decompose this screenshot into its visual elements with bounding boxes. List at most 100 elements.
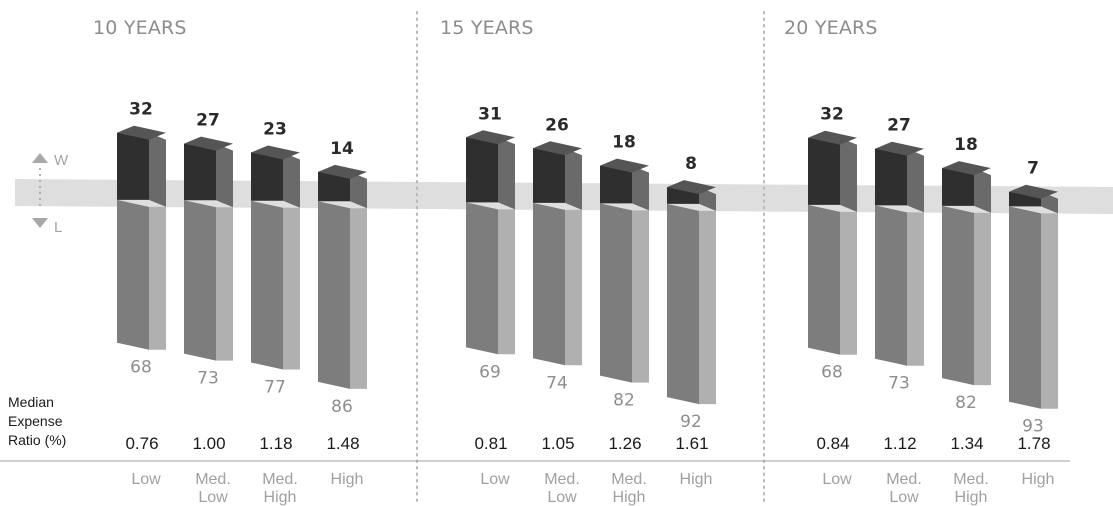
loss-bar-side	[1041, 213, 1058, 409]
category-label: Med.	[953, 471, 989, 488]
panel-title: 20 YEARS	[784, 17, 878, 39]
loss-value-label: 77	[264, 378, 286, 398]
loss-bar-front	[808, 204, 840, 355]
win-bar-top	[1009, 184, 1058, 199]
loss-bar-front	[942, 205, 974, 386]
win-value-label: 14	[330, 139, 354, 159]
win-bar-front	[600, 165, 632, 204]
expense-ratio-value: 1.26	[608, 434, 641, 453]
loss-bar-front	[667, 203, 699, 405]
expense-ratio-value: 1.12	[883, 434, 916, 453]
loss-bar-side	[632, 210, 649, 383]
loss-bar-front	[1009, 206, 1041, 409]
win-bar-side	[974, 168, 991, 213]
loss-bar-side	[699, 210, 716, 405]
category-label: High	[264, 489, 297, 506]
bar-series	[117, 125, 1058, 409]
win-value-label: 23	[263, 120, 287, 140]
win-bar-front	[184, 143, 216, 201]
win-bar-top	[117, 125, 166, 140]
category-label: Low	[131, 471, 161, 488]
category-label: Med.	[886, 471, 922, 488]
panel-title: 15 YEARS	[440, 17, 534, 39]
category-label: High	[955, 489, 988, 506]
win-bar-front	[533, 148, 565, 203]
loss-bar-side	[840, 211, 857, 355]
loss-bar-side	[498, 209, 515, 355]
category-label: Low	[480, 471, 510, 488]
win-value-label: 18	[954, 135, 978, 155]
expense-ratio-value: 1.05	[541, 434, 574, 453]
win-bar-top	[184, 136, 233, 151]
win-bar-top	[667, 180, 716, 195]
win-bar-top	[533, 141, 582, 156]
win-arrow-icon	[32, 153, 48, 163]
expense-ratio-value: 0.81	[474, 434, 507, 453]
win-bar-front	[318, 171, 350, 202]
loss-value-label: 82	[955, 393, 977, 413]
loss-bar-side	[974, 212, 991, 386]
expense-ratio-value: 1.78	[1017, 434, 1050, 453]
loss-bar-front	[875, 205, 907, 366]
category-label: High	[613, 489, 646, 506]
loss-bar-front	[117, 199, 149, 350]
category-label: High	[680, 471, 713, 488]
category-label: Low	[822, 471, 852, 488]
win-bar-top	[875, 141, 924, 156]
expense-ratio-row-title: Median	[8, 394, 54, 410]
category-label: High	[331, 471, 364, 488]
loss-value-label: 92	[680, 412, 702, 432]
loss-bar-side	[149, 206, 166, 350]
expense-ratio-row-title: Expense	[8, 413, 63, 429]
expense-ratio-value: 0.76	[125, 434, 158, 453]
win-bar-side	[149, 132, 166, 207]
win-bar-side	[565, 148, 582, 210]
win-bar-side	[216, 143, 233, 208]
loss-bar-side	[283, 207, 300, 370]
category-label: Med.	[544, 471, 580, 488]
chart-labels: 10 YEARS32680.76Low27731.00Med.Low23771.…	[8, 17, 1054, 506]
win-bar-front	[942, 168, 974, 206]
category-label: Low	[547, 489, 577, 506]
loss-value-label: 74	[546, 373, 568, 393]
win-legend-label: W	[54, 152, 69, 169]
loss-value-label: 73	[888, 374, 910, 394]
loss-legend-label: L	[54, 219, 62, 236]
win-bar-front	[117, 132, 149, 200]
win-bar-top	[251, 145, 300, 160]
win-value-label: 18	[612, 133, 636, 153]
expense-ratio-value: 1.34	[950, 434, 983, 453]
win-value-label: 32	[820, 105, 844, 125]
win-value-label: 31	[478, 104, 502, 124]
win-bar-side	[498, 137, 515, 210]
win-value-label: 7	[1027, 159, 1039, 179]
category-label: Low	[889, 489, 919, 506]
win-value-label: 27	[196, 111, 220, 131]
panel-title: 10 YEARS	[93, 17, 187, 39]
expense-ratio-value: 1.48	[326, 434, 359, 453]
loss-bar-front	[184, 200, 216, 361]
loss-value-label: 73	[197, 369, 219, 389]
loss-value-label: 86	[331, 397, 353, 417]
win-value-label: 27	[887, 116, 911, 136]
expense-ratio-value: 1.18	[259, 434, 292, 453]
win-bar-side	[350, 171, 367, 209]
win-value-label: 32	[129, 100, 153, 120]
win-value-label: 8	[685, 154, 697, 174]
category-label: Med.	[611, 471, 647, 488]
category-label: High	[1022, 471, 1055, 488]
loss-bar-side	[216, 207, 233, 361]
win-value-label: 26	[545, 115, 569, 135]
win-bar-side	[907, 148, 924, 213]
loss-value-label: 93	[1022, 417, 1044, 437]
win-bar-side	[699, 187, 716, 211]
category-label: Med.	[195, 471, 231, 488]
loss-value-label: 69	[479, 362, 501, 382]
expense-ratio-value: 0.84	[816, 434, 849, 453]
expense-ratio-row-title: Ratio (%)	[8, 432, 66, 448]
loss-bar-side	[565, 209, 582, 366]
loss-arrow-icon	[32, 218, 48, 228]
win-bar-top	[466, 130, 515, 145]
loss-bar-front	[600, 203, 632, 383]
loss-value-label: 68	[130, 358, 152, 378]
